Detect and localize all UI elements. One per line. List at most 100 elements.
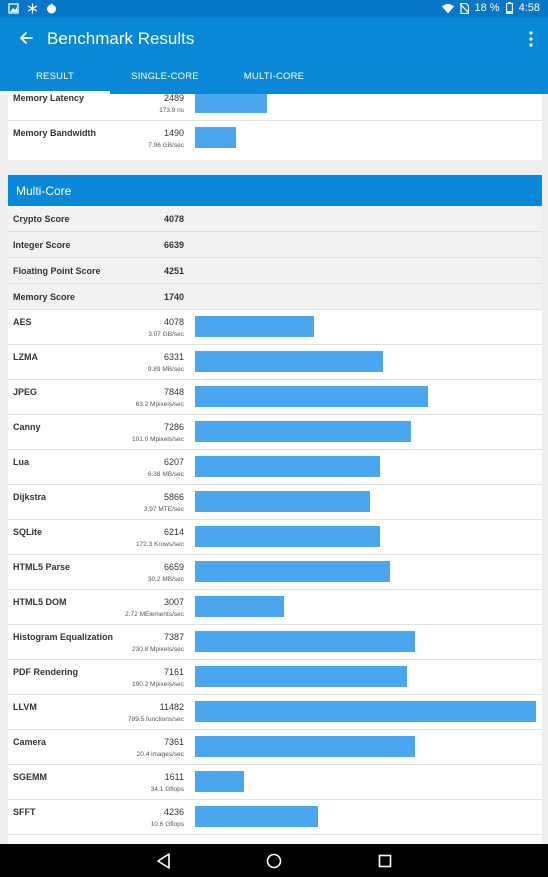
test-metric: 7.96 GB/sec [148,142,184,149]
score-bar [195,596,284,617]
test-score: 7387 [163,632,184,642]
tab-single-core[interactable]: SINGLE-CORE [131,71,199,82]
test-metric: 230.8 Mpixels/sec [131,646,184,653]
test-score: 1490 [163,128,184,138]
test-name: LLVM [13,702,37,712]
clock: 4:58 [518,2,540,14]
single-core-card: Memory Latency 2489 173.9 ns Memory Band… [8,94,542,160]
test-score: 7848 [163,387,184,397]
test-name: SQLite [13,527,43,537]
test-row: Memory Latency 2489 173.9 ns [8,94,542,121]
test-score: 4236 [163,807,184,817]
test-name: Memory Bandwidth [13,128,97,138]
app-notification-icon [47,3,56,14]
score-bar [195,351,383,372]
score-bar [195,421,411,442]
summary-row: Floating Point Score 4251 [8,258,542,284]
test-row: JPEG 7848 63.2 Mpixels/sec [8,380,542,415]
nav-recents-icon[interactable] [375,851,395,871]
back-arrow-icon[interactable] [16,28,36,48]
summary-name: Memory Score [13,292,76,302]
results-list[interactable]: Memory Latency 2489 173.9 ns Memory Band… [0,94,548,844]
test-metric: 172.3 Krows/sec [135,541,184,548]
test-score: 6331 [163,352,184,362]
test-row: LLVM 11482 789.5 functions/sec [8,695,542,730]
summary-score: 4078 [163,214,184,224]
test-row: LZMA 6331 9.89 MB/sec [8,345,542,380]
score-bar [195,456,380,477]
test-row: SQLite 6214 172.3 Krows/sec [8,520,542,555]
test-metric: 3.97 MTE/sec [143,506,184,513]
score-bar [195,386,428,407]
tab-multi-core[interactable]: MULTI-CORE [243,71,305,82]
test-name: LZMA [13,352,38,362]
score-bar [195,526,380,547]
score-bar [195,127,236,148]
image-notification-icon [8,3,19,14]
test-name: HTML5 Parse [13,562,71,572]
test-name: Dijkstra [13,492,47,502]
test-score: 11482 [159,702,184,712]
status-system-icons: 18 % 4:58 [441,2,540,14]
test-row: Histogram Equalization 7387 230.8 Mpixels/… [8,625,542,660]
test-name: Camera [13,737,47,747]
test-metric: 20.4 images/sec [136,751,184,758]
summary-name: Integer Score [13,240,71,250]
test-metric: 6.38 MB/sec [147,471,184,478]
navigation-bar [0,844,548,877]
test-score: 7161 [163,667,184,677]
no-sim-icon [459,2,469,14]
summary-score: 1740 [163,292,184,302]
score-bar [195,316,314,337]
overflow-menu-icon[interactable] [528,30,534,48]
tab-result[interactable]: RESULT [0,60,110,94]
summary-score: 4251 [163,266,184,276]
test-row: SGEMM 1611 34.1 Gflops [8,765,542,800]
score-bar [195,701,536,722]
test-row: Memory Bandwidth 1490 7.96 GB/sec [8,121,542,160]
score-bar [195,806,318,827]
summary-name: Crypto Score [13,214,70,224]
test-name: JPEG [13,387,38,397]
test-row: Lua 6207 6.38 MB/sec [8,450,542,485]
page-title: Benchmark Results [47,29,195,48]
test-row: SFFT 4236 10.6 Gflops [8,800,542,835]
test-metric: 10.6 Gflops [150,821,184,828]
test-score: 7286 [163,422,184,432]
score-bar [195,94,267,113]
summary-score: 6639 [163,240,184,250]
summary-row: Memory Score 1740 [8,284,542,310]
nav-home-icon[interactable] [264,851,284,871]
test-name: Canny [13,422,41,432]
test-name: PDF Rendering [13,667,79,677]
test-metric: 789.5 functions/sec [127,716,184,723]
summary-row: Crypto Score 4078 [8,206,542,232]
test-row: PDF Rendering 7161 190.2 Mpixels/sec [8,660,542,695]
test-name: Lua [13,457,30,467]
test-name: SFFT [13,807,36,817]
score-bar [195,491,370,512]
score-bar [195,771,244,792]
status-bar: 18 % 4:58 [0,0,548,18]
wifi-icon [441,3,454,13]
score-bar [195,631,415,652]
nav-back-icon[interactable] [154,851,174,871]
test-row: AES 4078 3.07 GB/sec [8,310,542,345]
test-row: Canny 7286 101.0 Mpixels/sec [8,415,542,450]
test-score: 6214 [163,527,184,537]
test-score: 6207 [163,457,184,467]
test-metric: 101.0 Mpixels/sec [131,436,184,443]
test-row: HTML5 Parse 6659 30.2 MB/sec [8,555,542,590]
status-notification-icons [8,3,57,14]
test-score: 2489 [163,94,184,103]
test-metric: 30.2 MB/sec [147,576,184,583]
summary-name: Floating Point Score [13,266,101,276]
test-name: AES [13,317,32,327]
battery-percent: 18 % [474,2,500,14]
test-name: Histogram Equalization [13,632,114,642]
test-metric: 3.07 GB/sec [148,331,184,338]
test-name: SGEMM [13,772,48,782]
test-score: 4078 [163,317,184,327]
summary-row: Integer Score 6639 [8,232,542,258]
tab-bar: RESULT SINGLE-CORE MULTI-CORE [0,60,548,94]
